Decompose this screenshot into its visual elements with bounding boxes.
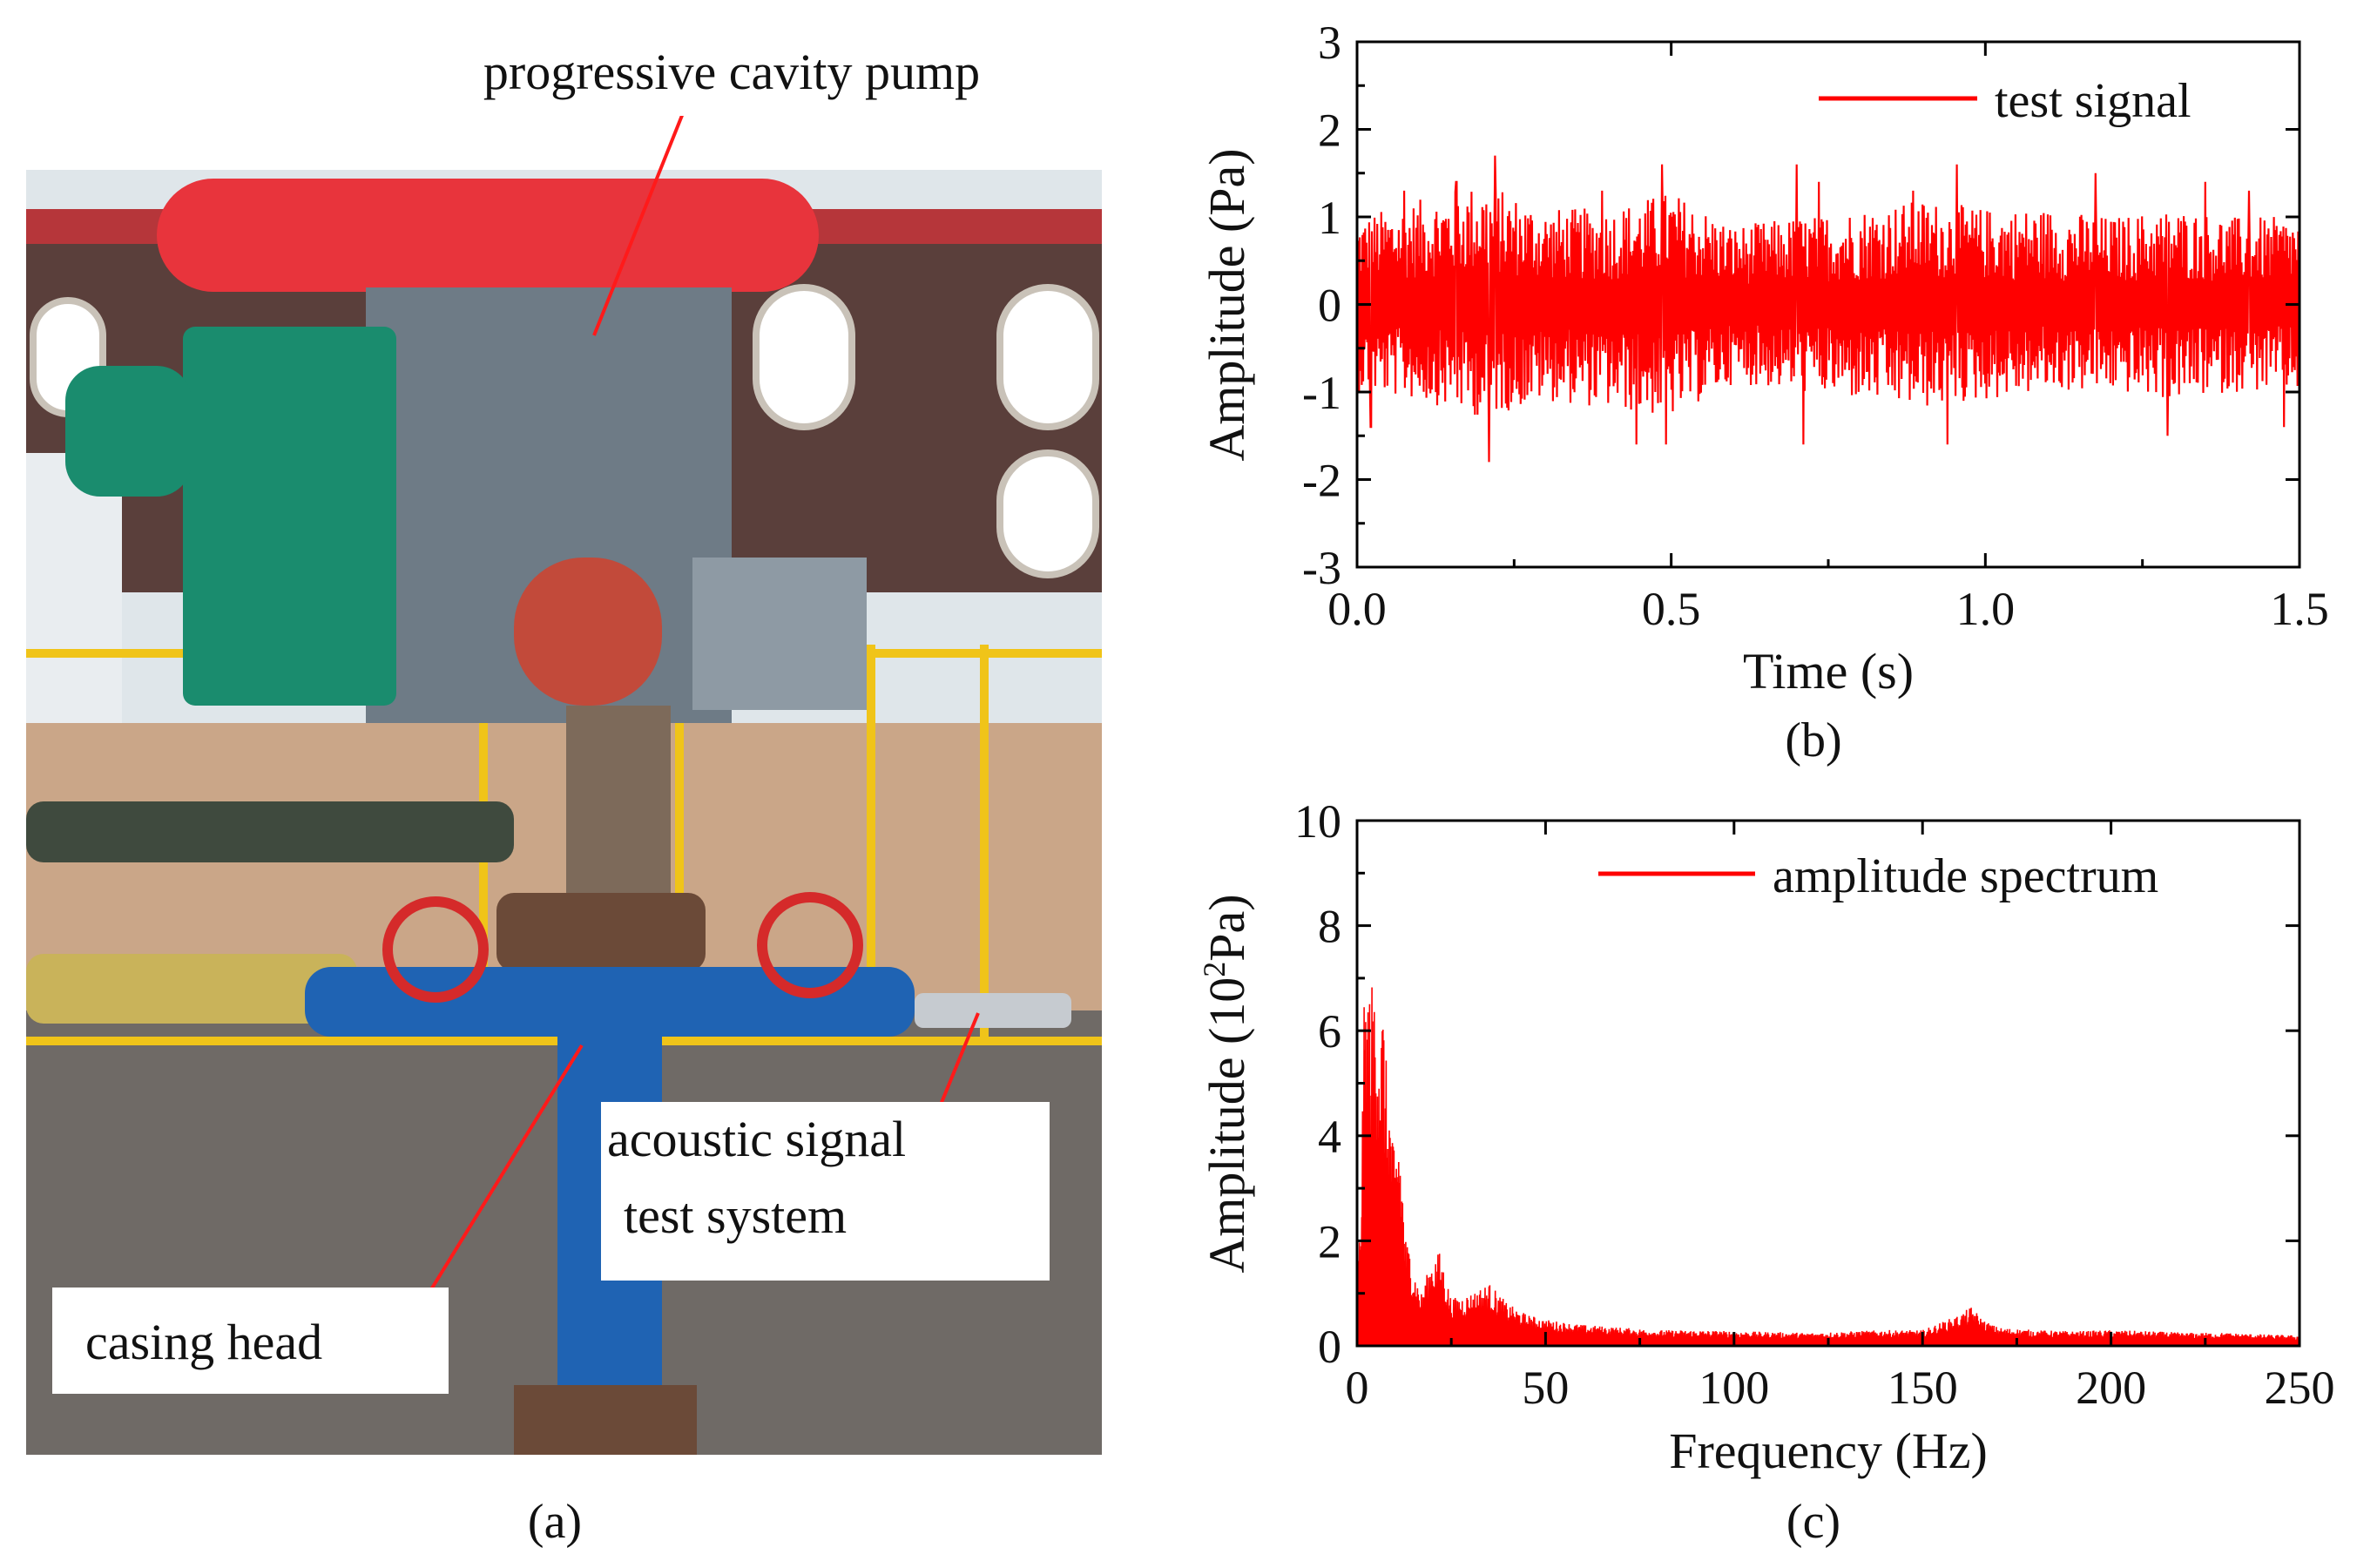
chart-b-ytick-label-2: -1 <box>1302 367 1341 419</box>
motor-end-cap <box>65 366 192 497</box>
chart-b-legend: test signal <box>1819 74 2192 128</box>
side-bracket <box>692 558 867 710</box>
photo-panel <box>26 170 1102 1455</box>
valve-handwheel-left <box>382 896 489 1003</box>
casing-callout-line <box>424 1044 584 1300</box>
chart-c-xtick-label-1: 50 <box>1522 1362 1569 1414</box>
chart-b-ylabel: Amplitude (Pa) <box>1199 148 1255 461</box>
chart-c-ytick-label-4: 8 <box>1318 901 1341 953</box>
chart-c-ylabel: Amplitude (102Pa) <box>1197 894 1255 1273</box>
casing-base <box>514 1385 697 1455</box>
building-windows <box>30 284 1099 578</box>
chart-b-ytick-label-5: 2 <box>1318 105 1341 157</box>
chart-c-legend: amplitude spectrum <box>1598 849 2158 903</box>
pump-drive-head <box>157 179 819 292</box>
chart-c-xtick-label-3: 150 <box>1888 1362 1958 1414</box>
wellhead-column <box>566 706 671 906</box>
chart-c-legend-label: amplitude spectrum <box>1773 849 2158 903</box>
chart-c-series-amplitude-spectrum <box>1356 987 2300 1347</box>
chart-b-xtick-label-3: 1.5 <box>2270 583 2329 635</box>
pump-flange-window <box>514 558 662 706</box>
chart-b-time-signal: 0.0 0.5 1.0 1.5 -3 -2 -1 0 1 2 3 Amplitude (Pa) Ti… <box>1199 17 2329 767</box>
panel-label-c: (c) <box>1786 1495 1840 1549</box>
chart-b-ytick-label-3: 0 <box>1318 280 1341 332</box>
chart-c-ylabel-tail: Pa) <box>1199 894 1255 961</box>
chart-b-xlabel: Time (s) <box>1743 643 1914 700</box>
chart-c-ylabel-exp: 2 <box>1197 962 1232 977</box>
chart-c-ylabel-base: Amplitude (10 <box>1199 977 1255 1274</box>
chart-c-xtick-label-5: 250 <box>2265 1362 2335 1414</box>
chart-c-ytick-label-1: 2 <box>1318 1215 1341 1267</box>
acoustic-sensor <box>915 993 1071 1028</box>
rear-pipe-lower <box>26 954 357 1024</box>
chart-b-xtick-label-1: 0.5 <box>1642 583 1701 635</box>
chart-c-ytick-label-2: 4 <box>1318 1111 1341 1163</box>
chart-c-xlabel: Frequency (Hz) <box>1669 1423 1988 1479</box>
acoustic-callout-text-line1: acoustic signal <box>607 1111 906 1167</box>
chart-b-ytick-label-6: 3 <box>1318 17 1341 69</box>
chart-b-plot <box>1355 155 2301 463</box>
pump-callout-text: progressive cavity pump <box>483 44 980 100</box>
chart-b-legend-label: test signal <box>1995 74 2192 128</box>
chart-b-xtick-label-2: 1.0 <box>1956 583 2016 635</box>
acoustic-callout: acoustic signal test system <box>601 1102 1050 1281</box>
chart-c-ytick-label-3: 6 <box>1318 1005 1341 1058</box>
casing-callout-text: casing head <box>85 1314 322 1370</box>
chart-c-xtick-label-2: 100 <box>1699 1362 1769 1414</box>
chart-c-plot <box>1356 987 2300 1347</box>
chart-b-xtick-label-0: 0.0 <box>1327 583 1387 635</box>
chart-b-ytick-label-1: -2 <box>1302 455 1341 507</box>
chart-b-ytick-label-4: 1 <box>1318 192 1341 244</box>
chart-c-xtick-label-0: 0 <box>1346 1362 1369 1414</box>
chart-c-xtick-label-4: 200 <box>2076 1362 2146 1414</box>
panel-label-a: (a) <box>528 1495 582 1549</box>
casing-side-pipe <box>305 967 915 1037</box>
chart-c-ytick-label-0: 0 <box>1318 1321 1341 1373</box>
chart-b-series-test-signal <box>1355 155 2301 463</box>
wellhead-flange <box>496 893 706 971</box>
chart-c-ticks: 0 50 100 150 200 250 0 2 4 6 8 10 <box>1294 795 2335 1414</box>
chart-c-ytick-label-5: 10 <box>1294 795 1341 848</box>
casing-callout: casing head <box>52 1288 449 1394</box>
chart-b-ytick-label-0: -3 <box>1302 542 1341 594</box>
pump-callout: progressive cavity pump <box>366 24 1097 116</box>
pump-callout-line <box>592 99 690 336</box>
valve-handwheel-right <box>757 892 863 998</box>
drive-motor <box>183 327 396 706</box>
rear-pipe-upper <box>26 801 514 862</box>
panel-label-b: (b) <box>1785 713 1841 767</box>
chart-b-ticks: 0.0 0.5 1.0 1.5 -3 -2 -1 0 1 2 3 <box>1302 17 2329 635</box>
portable-cabin <box>26 453 122 767</box>
acoustic-callout-text-line2: test system <box>624 1187 847 1244</box>
